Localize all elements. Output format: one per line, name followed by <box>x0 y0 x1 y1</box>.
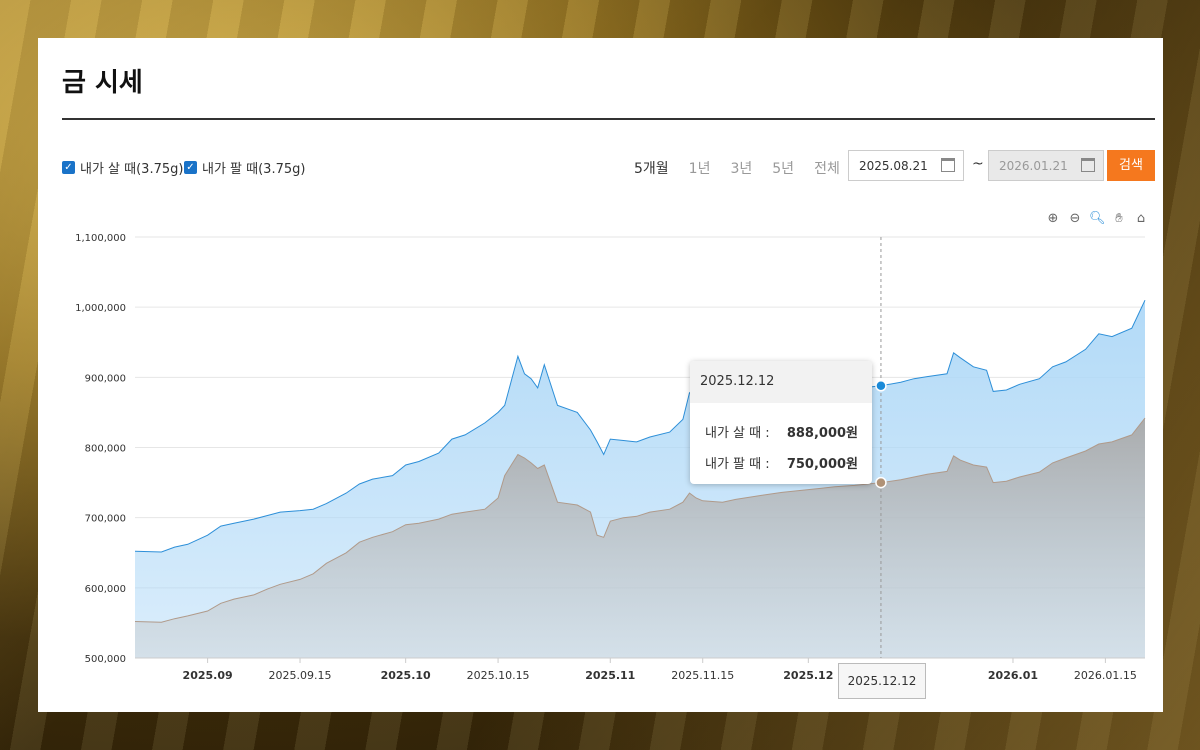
start-date-input[interactable]: 2025.08.21 <box>848 150 964 181</box>
gold-price-panel: 금 시세 ✓ 내가 살 때(3.75g) ✓ 내가 팔 때(3.75g) 5개월… <box>38 38 1163 712</box>
tooltip-sell-label: 내가 팔 때 : <box>705 457 770 472</box>
zoom-out-icon[interactable]: ⊖ <box>1069 211 1081 226</box>
end-date-value: 2026.01.21 <box>999 159 1068 173</box>
y-tick-label: 500,000 <box>85 654 126 665</box>
crosshair-date-label: 2025.12.12 <box>838 663 926 699</box>
y-tick-label: 600,000 <box>85 584 126 595</box>
gold-price-chart[interactable]: 1,100,000 1,000,000 900,000 800,000 700,000 6… <box>38 38 1163 712</box>
x-tick-label: 2025.11.15 <box>671 669 734 682</box>
chart-toolbar: ⊕ ⊖ 🔍︎ ✋︎ ⌂ <box>1045 211 1149 227</box>
x-tick-label: 2025.12 <box>783 669 833 682</box>
period-all[interactable]: 전체 <box>814 161 840 177</box>
series-area-1 <box>135 418 1145 658</box>
period-1year[interactable]: 1년 <box>688 161 711 177</box>
highlight-point-1 <box>875 476 887 489</box>
tooltip-buy-label: 내가 살 때 : <box>705 426 770 441</box>
chart-tooltip: 2025.12.12 내가 살 때 : 888,000원 내가 팔 때 : 75… <box>690 361 872 484</box>
x-tick-label: 2025.11 <box>585 669 635 682</box>
period-5years[interactable]: 5년 <box>772 161 795 177</box>
magnify-icon[interactable]: 🔍︎ <box>1089 211 1106 226</box>
x-tick-label: 2025.10.15 <box>467 669 530 682</box>
calendar-icon[interactable] <box>941 158 955 172</box>
page-title: 금 시세 <box>62 68 143 98</box>
period-selector: 5개월 1년 3년 5년 전체 <box>634 158 840 178</box>
x-tick-label: 2025.09 <box>183 669 233 682</box>
end-date-input[interactable]: 2026.01.21 <box>988 150 1104 181</box>
calendar-icon[interactable] <box>1081 158 1095 172</box>
zoom-in-icon[interactable]: ⊕ <box>1047 211 1059 226</box>
sell-checkbox-label: 내가 팔 때(3.75g) <box>202 162 306 177</box>
highlight-point-0 <box>875 380 887 392</box>
period-3years[interactable]: 3년 <box>730 161 753 177</box>
y-tick-label: 800,000 <box>85 444 126 455</box>
search-button[interactable]: 검색 <box>1107 150 1155 181</box>
y-tick-label: 700,000 <box>85 514 126 525</box>
period-5months[interactable]: 5개월 <box>634 161 669 177</box>
series-line-0 <box>134 299 1146 553</box>
buy-checkbox[interactable]: ✓ 내가 살 때(3.75g) <box>62 158 183 177</box>
y-tick-label: 1,000,000 <box>75 303 126 314</box>
x-tick-label: 2026.01.15 <box>1074 669 1137 682</box>
checkbox-check-icon: ✓ <box>62 161 75 174</box>
x-tick-label: 2025.10 <box>381 669 431 682</box>
buy-checkbox-label: 내가 살 때(3.75g) <box>80 162 184 177</box>
sell-checkbox[interactable]: ✓ 내가 팔 때(3.75g) <box>184 158 305 177</box>
pan-hand-icon[interactable]: ✋︎ <box>1115 211 1123 226</box>
y-tick-label: 900,000 <box>85 373 126 384</box>
start-date-value: 2025.08.21 <box>859 159 928 173</box>
checkbox-check-icon: ✓ <box>184 161 197 174</box>
home-icon[interactable]: ⌂ <box>1136 211 1146 226</box>
tooltip-date: 2025.12.12 <box>690 361 872 403</box>
title-divider <box>62 118 1155 120</box>
series-line-1 <box>134 417 1146 623</box>
y-tick-label: 1,100,000 <box>75 233 126 244</box>
x-tick-label: 2026.01 <box>988 669 1038 682</box>
x-tick-label: 2025.09.15 <box>269 669 332 682</box>
tooltip-sell-value: 750,000원 <box>786 457 858 472</box>
date-range-separator: ~ <box>972 156 984 172</box>
tooltip-buy-value: 888,000원 <box>786 426 858 441</box>
filter-controls: ✓ 내가 살 때(3.75g) ✓ 내가 팔 때(3.75g) 5개월 1년 3… <box>62 150 1155 182</box>
